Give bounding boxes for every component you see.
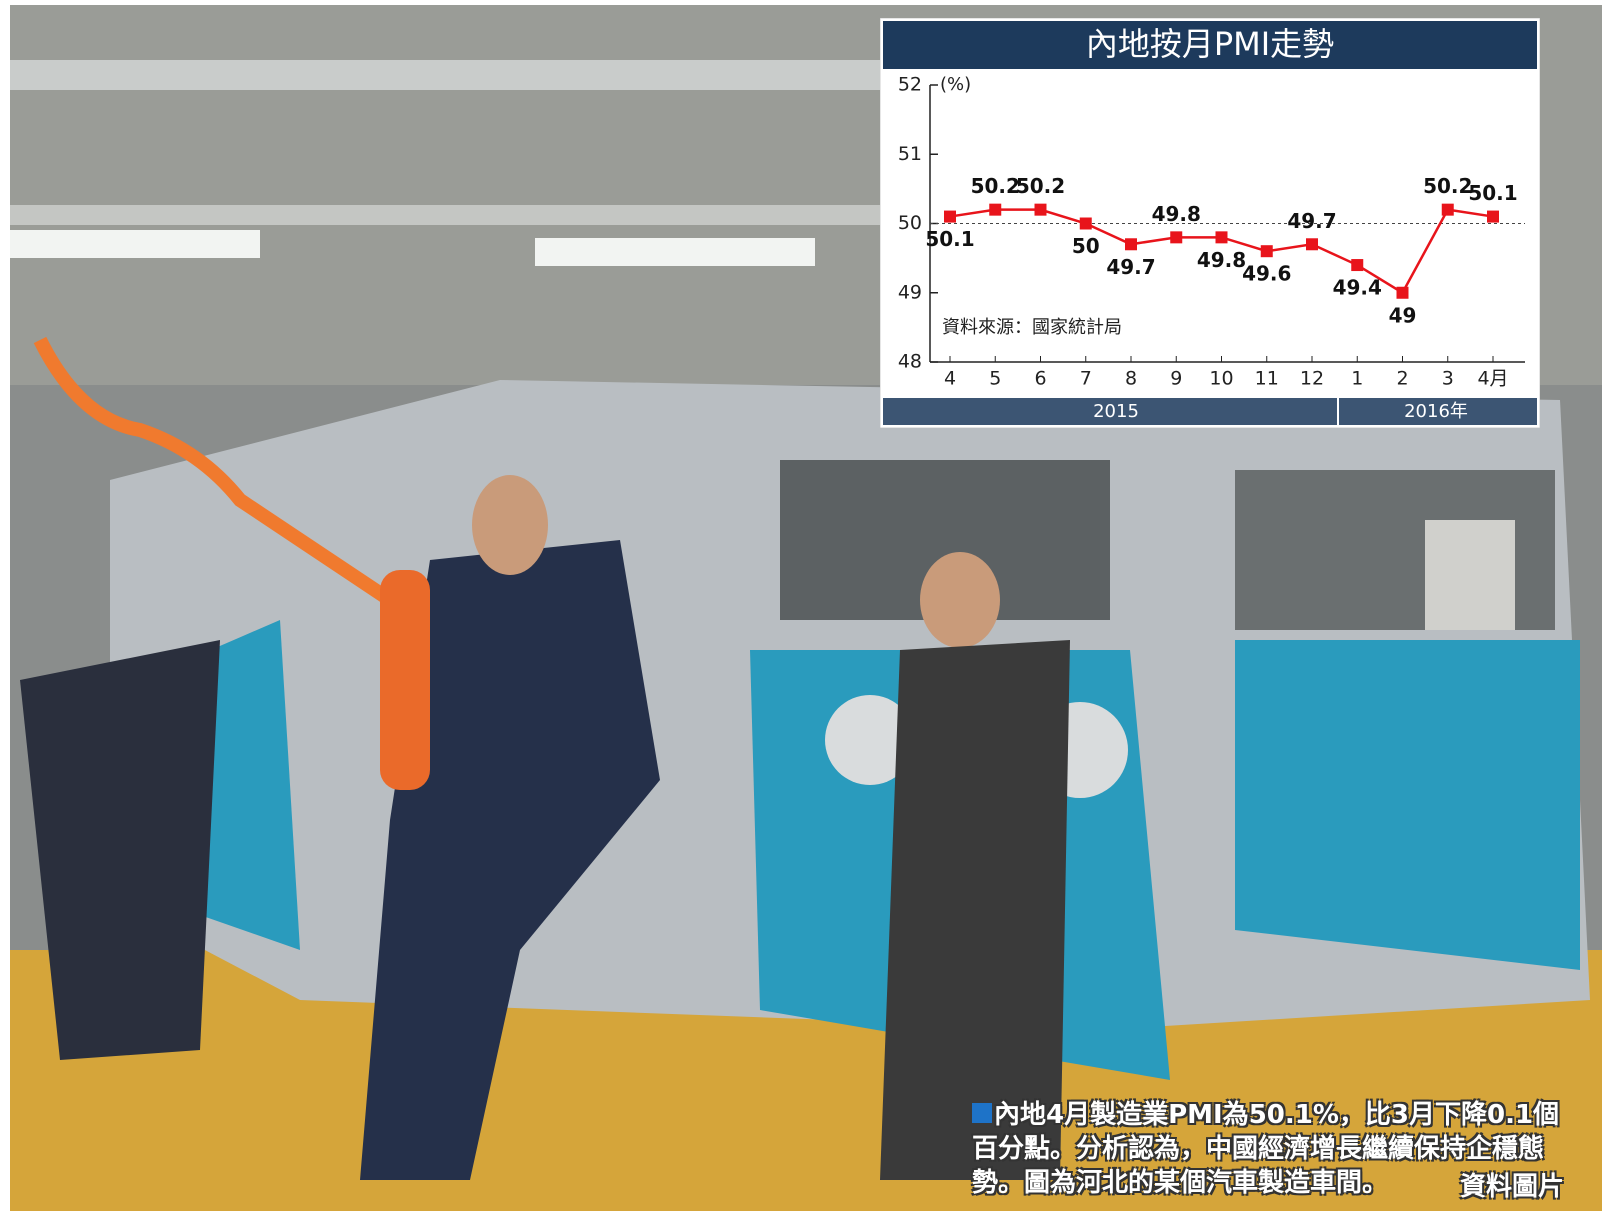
x-tick-label: 8 bbox=[1125, 368, 1137, 390]
data-label: 50.1 bbox=[1468, 181, 1517, 205]
data-label: 50.2 bbox=[971, 174, 1020, 198]
x-tick-label: 12 bbox=[1300, 368, 1324, 390]
x-tick-label: 9 bbox=[1170, 368, 1182, 390]
y-tick-label: 50 bbox=[898, 212, 922, 234]
x-tick-label: 4 bbox=[944, 368, 956, 390]
data-label: 49.4 bbox=[1333, 276, 1382, 300]
y-tick-label: 52 bbox=[898, 74, 922, 96]
marker bbox=[1035, 204, 1047, 216]
worker-head bbox=[920, 552, 1000, 648]
data-label: 50 bbox=[1072, 234, 1100, 258]
air-hose-coil bbox=[380, 570, 430, 790]
data-label: 50.1 bbox=[925, 227, 974, 251]
marker bbox=[1351, 259, 1363, 271]
light bbox=[535, 238, 815, 266]
marker bbox=[1397, 287, 1409, 299]
marker bbox=[1487, 211, 1499, 223]
beam bbox=[10, 60, 910, 90]
y-tick-label: 49 bbox=[898, 281, 922, 303]
van-panel bbox=[1235, 640, 1580, 970]
page: 內地按月PMI走勢 2015 2016年 (%) 資料來源：國家統計局 4849… bbox=[0, 0, 1612, 1211]
x-tick-label: 6 bbox=[1034, 368, 1046, 390]
x-tick-label: 10 bbox=[1209, 368, 1233, 390]
x-group-label: 2016年 bbox=[1404, 401, 1468, 422]
x-tick-label: 3 bbox=[1442, 368, 1454, 390]
marker bbox=[1442, 204, 1454, 216]
x-group-label: 2015 bbox=[1093, 401, 1139, 422]
marker bbox=[1080, 218, 1092, 230]
x-tick-label: 4月 bbox=[1477, 368, 1508, 390]
source: 資料來源：國家統計局 bbox=[942, 317, 1122, 338]
data-label: 49.8 bbox=[1197, 248, 1246, 272]
data-label: 49.6 bbox=[1242, 262, 1291, 286]
marker bbox=[1170, 231, 1182, 243]
marker bbox=[989, 204, 1001, 216]
y-axis-label: (%) bbox=[940, 74, 971, 95]
data-label: 49.8 bbox=[1152, 202, 1201, 226]
worker-head bbox=[472, 475, 548, 575]
light bbox=[10, 230, 260, 258]
data-label: 50.2 bbox=[1016, 174, 1065, 198]
marker bbox=[1306, 238, 1318, 250]
x-tick-label: 11 bbox=[1255, 368, 1279, 390]
x-tick-label: 7 bbox=[1080, 368, 1092, 390]
x-tick-label: 2 bbox=[1396, 368, 1408, 390]
x-tick-label: 5 bbox=[989, 368, 1001, 390]
data-label: 49.7 bbox=[1106, 255, 1155, 279]
data-label: 49.7 bbox=[1287, 209, 1336, 233]
chart: 內地按月PMI走勢 2015 2016年 (%) 資料來源：國家統計局 4849… bbox=[880, 18, 1540, 428]
photo-credit: 資料圖片 bbox=[1460, 1166, 1564, 1203]
data-label: 49 bbox=[1389, 303, 1417, 327]
caption-marker bbox=[972, 1103, 992, 1123]
chart-title: 內地按月PMI走勢 bbox=[1086, 25, 1334, 63]
worker bbox=[1425, 520, 1515, 630]
marker bbox=[944, 211, 956, 223]
y-tick-label: 51 bbox=[898, 143, 922, 165]
marker bbox=[1216, 231, 1228, 243]
marker bbox=[1125, 238, 1137, 250]
data-label: 50.2 bbox=[1423, 174, 1472, 198]
marker bbox=[1261, 245, 1273, 257]
y-tick-label: 48 bbox=[898, 351, 922, 373]
x-tick-label: 1 bbox=[1351, 368, 1363, 390]
